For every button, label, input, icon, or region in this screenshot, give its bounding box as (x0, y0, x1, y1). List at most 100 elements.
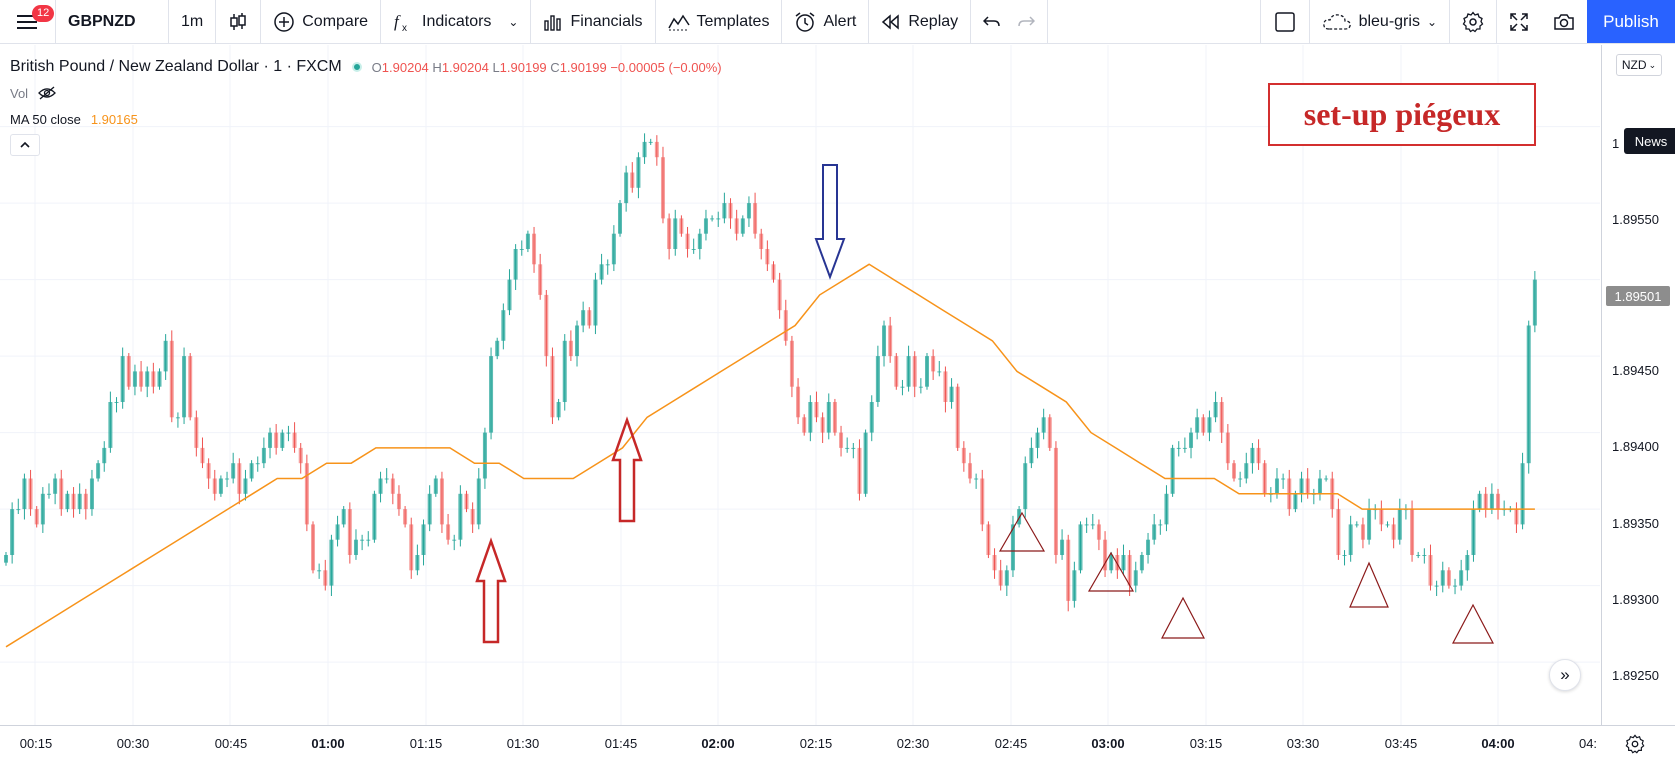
redo-icon[interactable] (1017, 14, 1036, 30)
alert-button[interactable]: Alert (782, 0, 870, 43)
ma-indicator-label[interactable]: MA 50 close (10, 111, 81, 127)
candle-body (771, 264, 776, 280)
financials-button[interactable]: Financials (531, 0, 656, 43)
candle-body (648, 141, 653, 143)
candle-body (716, 218, 721, 220)
candle-body (1428, 555, 1433, 586)
chevron-down-icon[interactable]: ⌄ (508, 14, 519, 29)
eye-hidden-icon[interactable] (38, 86, 56, 100)
gear-icon[interactable] (1625, 734, 1645, 754)
candle-body (446, 524, 451, 540)
candle-body (611, 233, 616, 265)
candle-body (765, 249, 770, 265)
time-tick-label: 01:30 (506, 736, 540, 751)
candle-body (83, 493, 88, 510)
candle-body (894, 356, 899, 387)
snapshot-button[interactable] (1541, 0, 1587, 43)
layout-name-button[interactable]: bleu-gris ⌄ (1310, 0, 1450, 43)
chevron-down-icon: ⌄ (1426, 14, 1437, 29)
candle-body (1520, 463, 1525, 525)
candle-body (1360, 524, 1365, 540)
candle-body (912, 356, 917, 387)
news-button[interactable]: News (1624, 128, 1675, 154)
setup-annotation-text[interactable]: set-up piégeux (1268, 83, 1536, 146)
candle-body (777, 279, 782, 311)
candle-body (175, 417, 180, 419)
candle-body (1434, 585, 1439, 587)
templates-button[interactable]: Templates (656, 0, 783, 43)
candle-body (943, 371, 948, 402)
square-icon (1274, 11, 1295, 32)
time-tick-label: 04:00 (1481, 736, 1515, 751)
series-title[interactable]: British Pound / New Zealand Dollar · 1 ·… (10, 58, 342, 75)
time-axis[interactable]: 00:15 00:30 00:45 01:00 01:15 01:30 01:45 02:00… (0, 725, 1675, 765)
candle-body (298, 447, 303, 464)
chart-pane[interactable] (0, 45, 1600, 725)
candle-body (1440, 570, 1445, 586)
candle-body (102, 447, 107, 464)
triangle-annotation (998, 511, 1046, 552)
candle-body (875, 356, 880, 402)
publish-button[interactable]: Publish (1587, 0, 1675, 43)
candle-body (1526, 325, 1531, 464)
candle-body (581, 310, 586, 326)
interval-button[interactable]: 1m (169, 0, 217, 43)
candle-body (1453, 585, 1458, 587)
chart-type-button[interactable] (216, 0, 262, 43)
price-axis[interactable]: NZD ⌄ 1 News 1.89550 1.89450 1.89400 1.89350… (1601, 45, 1675, 725)
candle-body (108, 402, 113, 448)
candle-body (415, 555, 420, 571)
candle-body (734, 218, 739, 234)
candle-body (630, 172, 635, 188)
time-tick-label: 04: (1578, 736, 1598, 751)
market-status-icon[interactable] (351, 62, 362, 72)
candle-body (1477, 493, 1482, 510)
candle-body (703, 218, 708, 234)
replay-button[interactable]: Replay (869, 0, 972, 43)
candle-body (937, 371, 942, 373)
candle-body (1201, 417, 1206, 433)
compare-button[interactable]: Compare (261, 0, 382, 43)
undo-icon[interactable] (983, 14, 1001, 30)
scroll-to-realtime-button[interactable]: » (1549, 659, 1581, 691)
collapse-legend-button[interactable] (10, 134, 40, 156)
candle-body (1096, 524, 1101, 540)
time-tick-label: 01:00 (311, 736, 345, 751)
indicators-button[interactable]: f x Indicators ⌄ (381, 0, 532, 43)
candle-body (507, 279, 512, 311)
volume-indicator-label[interactable]: Vol (10, 85, 29, 101)
settings-button[interactable] (1450, 0, 1497, 43)
candle-body (1465, 555, 1470, 571)
bar-chart-icon (544, 14, 562, 31)
candle-body (513, 249, 518, 280)
candle-body (114, 402, 119, 403)
candle-body (53, 478, 58, 494)
indicators-label: Indicators (422, 12, 492, 30)
layout-toggle-button[interactable] (1261, 0, 1310, 43)
fullscreen-button[interactable] (1497, 0, 1541, 43)
candle-body (882, 325, 887, 357)
currency-select[interactable]: NZD ⌄ (1616, 54, 1662, 76)
candle-body (1182, 447, 1187, 449)
candle-body (931, 356, 936, 372)
time-tick-label: 03:30 (1286, 736, 1320, 751)
candle-body (139, 371, 144, 387)
camera-icon (1554, 13, 1574, 30)
time-tick-label: 02:30 (896, 736, 930, 751)
candle-body (274, 432, 279, 448)
main-menu-button[interactable]: 12 (0, 0, 56, 43)
symbol-search-button[interactable]: GBPNZD (56, 0, 169, 43)
time-tick-label: 02:45 (994, 736, 1028, 751)
candle-body (1189, 432, 1194, 448)
candle-body (820, 417, 825, 433)
candle-body (59, 478, 64, 510)
candle-body (396, 493, 401, 510)
candle-body (722, 203, 727, 219)
current-price-label: 1.89501 (1606, 286, 1670, 306)
candle-body (568, 340, 573, 357)
triangle-annotation (1349, 561, 1389, 608)
candle-body (1090, 524, 1095, 526)
candle-body (482, 432, 487, 479)
chart-canvas[interactable] (0, 45, 1600, 725)
candle-body (955, 386, 960, 448)
